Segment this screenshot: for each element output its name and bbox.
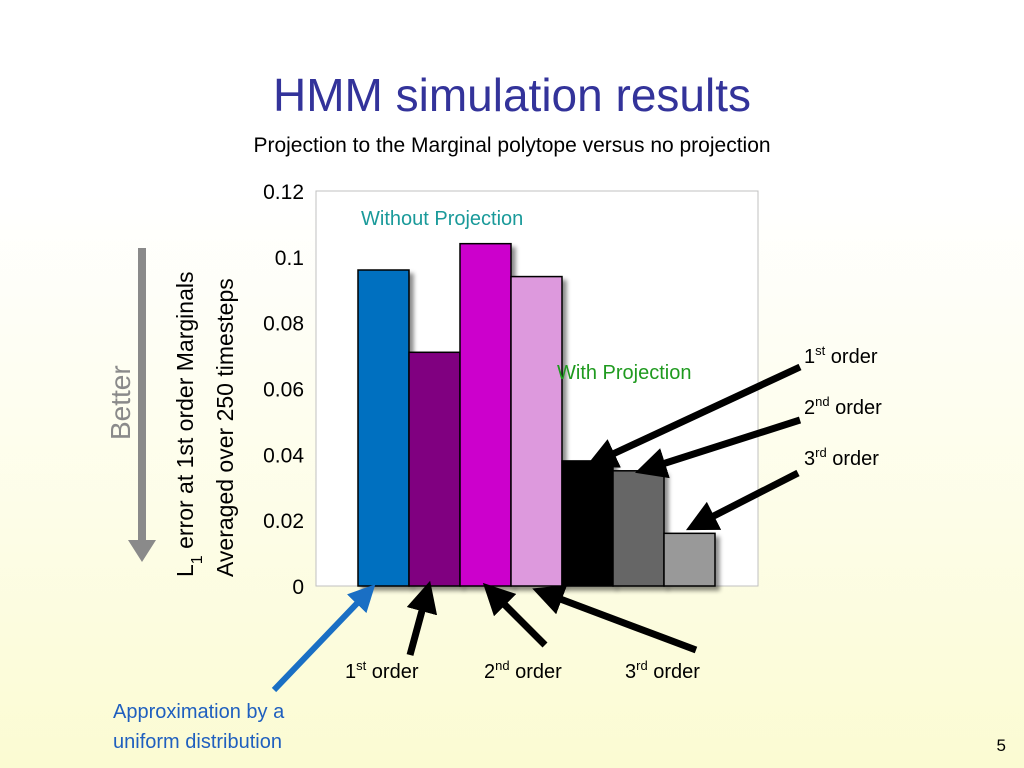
better-arrowhead xyxy=(128,540,156,562)
y-axis-label-subscript: 1 xyxy=(189,555,206,564)
slide-subtitle: Projection to the Marginal polytope vers… xyxy=(253,134,771,157)
right-order-label-2: 2nd order xyxy=(804,394,882,419)
approximation-label-line1: Approximation by a xyxy=(113,701,285,723)
slide-title: HMM simulation results xyxy=(273,69,751,121)
bar-without-1st xyxy=(408,351,461,587)
y-tick-label: 0.02 xyxy=(263,510,304,533)
bar-without-2nd xyxy=(459,242,512,587)
y-tick-label: 0.12 xyxy=(263,181,304,204)
arrow-without-2nd xyxy=(482,582,548,648)
bottom-order-label-3: 3rd order xyxy=(625,658,700,683)
approximation-label-line2: uniform distribution xyxy=(113,731,282,753)
y-axis-label-l: L xyxy=(172,564,198,577)
bar-with-3rd xyxy=(663,532,716,587)
arrow-uniform xyxy=(271,584,376,693)
y-tick-label: 0 xyxy=(292,576,304,599)
bar-without-3rd xyxy=(510,275,563,587)
better-label: Better xyxy=(105,365,136,440)
arrow-without-3rd xyxy=(532,584,698,654)
right-order-label-1: 1st order xyxy=(804,343,878,368)
y-axis-label-line1: L1 error at 1st order Marginals xyxy=(172,272,206,577)
bottom-order-label-2: 2nd order xyxy=(484,658,562,683)
with-projection-label: With Projection xyxy=(557,362,692,384)
bar-with-1st xyxy=(561,460,614,587)
arrow-with-3rd xyxy=(685,469,800,531)
bar-with-2nd xyxy=(612,470,665,587)
bar-uniform xyxy=(357,269,410,587)
bottom-order-label-1: 1st order xyxy=(345,658,419,683)
right-order-label-3: 3rd order xyxy=(804,445,879,470)
y-tick-label: 0.1 xyxy=(275,247,304,270)
bars-group xyxy=(357,242,716,587)
arrow-with-2nd xyxy=(634,416,802,479)
y-axis-label-line2: Averaged over 250 timesteps xyxy=(212,278,238,577)
arrow-with-1st xyxy=(585,363,802,468)
y-tick-label: 0.08 xyxy=(263,313,304,336)
without-projection-label: Without Projection xyxy=(361,208,523,230)
y-axis-label-rest: error at 1st order Marginals xyxy=(172,272,198,556)
y-tick-label: 0.04 xyxy=(263,444,304,467)
y-axis-ticks: 0 0.02 0.04 0.06 0.08 0.1 0.12 xyxy=(263,181,304,599)
y-tick-label: 0.06 xyxy=(263,379,304,402)
page-number: 5 xyxy=(996,736,1006,755)
arrow-without-1st xyxy=(406,580,438,656)
